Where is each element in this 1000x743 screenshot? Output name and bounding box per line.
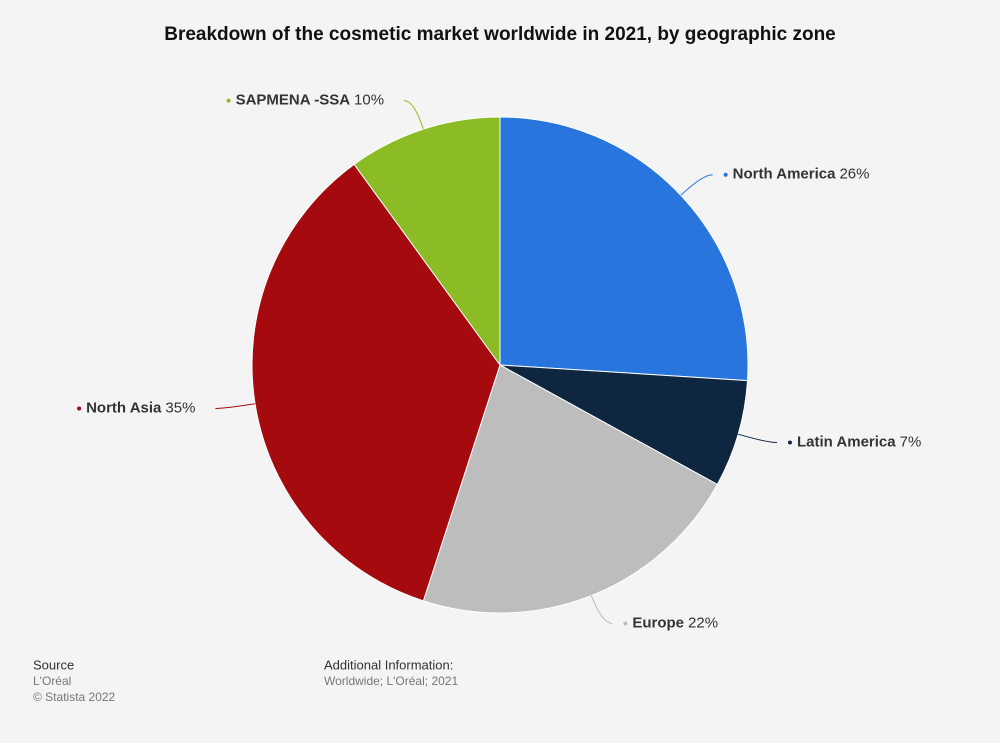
- leader-line: [404, 100, 424, 130]
- leader-line: [680, 174, 713, 196]
- slice-name: Europe: [632, 614, 684, 631]
- slice-label: North Asia 35%: [86, 399, 195, 416]
- leader-line: [590, 595, 613, 624]
- slice-value: 22%: [688, 614, 718, 631]
- leader-line: [738, 433, 777, 444]
- copyright: © Statista 2022: [33, 690, 116, 704]
- slice-value: 35%: [165, 399, 195, 416]
- slice-label: North America 26%: [733, 166, 870, 183]
- slice-label: SAPMENA -SSA 10%: [236, 92, 385, 109]
- pie-slice: [422, 364, 719, 614]
- chart-title: Breakdown of the cosmetic market worldwi…: [164, 24, 836, 45]
- legend-dot: [723, 172, 728, 177]
- legend-dot: [77, 406, 82, 411]
- pie-slice: [499, 116, 749, 382]
- slice-name: SAPMENA -SSA: [236, 92, 351, 109]
- slice-name: Latin America: [797, 434, 896, 451]
- legend-dot: [226, 98, 231, 103]
- slice-label: Latin America 7%: [797, 434, 921, 451]
- source-heading: Source: [33, 657, 74, 672]
- legend-dot: [787, 440, 792, 445]
- slice-value: 10%: [354, 92, 384, 109]
- pie-slice: [353, 116, 501, 367]
- slice-value: 26%: [839, 166, 869, 183]
- info-heading: Additional Information:: [324, 657, 453, 672]
- source: L'Oréal: [33, 674, 71, 688]
- info: Worldwide; L'Oréal; 2021: [324, 674, 458, 688]
- pie-slice: [251, 163, 501, 602]
- slice-label: Europe 22%: [632, 614, 718, 631]
- legend-dot: [623, 621, 628, 626]
- slice-value: 7%: [900, 434, 922, 451]
- slice-name: North America: [733, 166, 836, 183]
- slice-name: North Asia: [86, 399, 162, 416]
- pie-slice: [499, 364, 749, 486]
- leader-line: [215, 403, 256, 409]
